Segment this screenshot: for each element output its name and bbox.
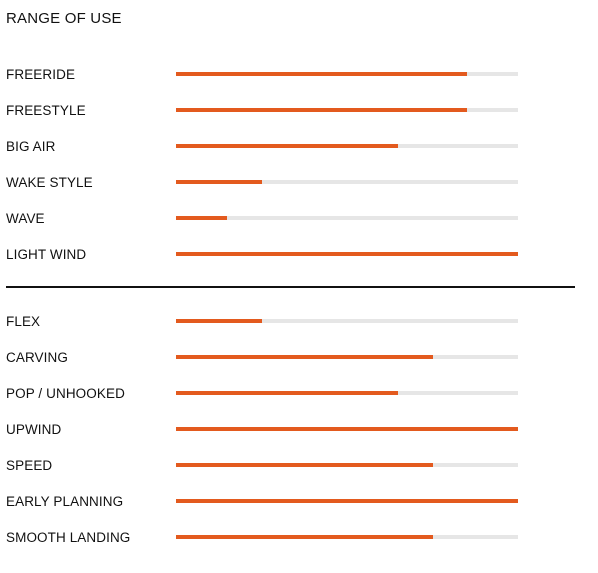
rating-label: WAVE (6, 211, 45, 226)
rating-row: FLEX (0, 304, 598, 340)
rating-label: EARLY PLANNING (6, 494, 124, 509)
rating-row: SPEED (0, 448, 598, 484)
rating-row: CARVING (0, 340, 598, 376)
rating-label: SPEED (6, 458, 53, 473)
rating-label: FLEX (6, 314, 41, 329)
rating-label: FREESTYLE (6, 103, 86, 118)
rating-bar (176, 72, 518, 76)
rating-bar (176, 252, 518, 256)
rating-bar (176, 463, 518, 467)
rating-bar (176, 499, 518, 503)
rating-row: WAVE (0, 201, 598, 237)
rating-row: POP / UNHOOKED (0, 376, 598, 412)
rating-bar (176, 427, 518, 431)
rating-label: POP / UNHOOKED (6, 386, 125, 401)
rating-bar-fill (176, 355, 433, 359)
rating-row: WAKE STYLE (0, 165, 598, 201)
rating-row: FREESTYLE (0, 93, 598, 129)
rating-label: SMOOTH LANDING (6, 530, 131, 545)
rating-row: FREERIDE (0, 57, 598, 93)
rating-bar-fill (176, 499, 518, 503)
rating-bar (176, 535, 518, 539)
characteristics-list: FLEX CARVING POP / UNHOOKED UPWIND SPEED… (0, 304, 598, 556)
rating-label: BIG AIR (6, 139, 56, 154)
rating-bar (176, 144, 518, 148)
section-divider (6, 286, 575, 288)
rating-bar-fill (176, 535, 433, 539)
rating-label: WAKE STYLE (6, 175, 93, 190)
rating-bar (176, 108, 518, 112)
rating-label: CARVING (6, 350, 68, 365)
rating-bar (176, 391, 518, 395)
rating-bar-fill (176, 108, 467, 112)
rating-row: UPWIND (0, 412, 598, 448)
rating-row: EARLY PLANNING (0, 484, 598, 520)
rating-row: LIGHT WIND (0, 237, 598, 273)
rating-bar (176, 355, 518, 359)
rating-bar-fill (176, 180, 262, 184)
rating-bar-fill (176, 252, 518, 256)
rating-bar-fill (176, 427, 518, 431)
rating-bar-fill (176, 144, 399, 148)
rating-bar (176, 319, 518, 323)
rating-bar-fill (176, 319, 262, 323)
rating-bar (176, 180, 518, 184)
range-of-use-list: FREERIDE FREESTYLE BIG AIR WAKE STYLE WA… (0, 57, 598, 273)
rating-bar-fill (176, 391, 399, 395)
rating-row: SMOOTH LANDING (0, 520, 598, 556)
rating-row: BIG AIR (0, 129, 598, 165)
rating-bar-fill (176, 463, 433, 467)
rating-bar-fill (176, 72, 467, 76)
rating-label: LIGHT WIND (6, 247, 87, 262)
rating-bar-fill (176, 216, 228, 220)
section-title: RANGE OF USE (6, 10, 122, 27)
rating-bar (176, 216, 518, 220)
rating-label: FREERIDE (6, 67, 76, 82)
rating-label: UPWIND (6, 422, 62, 437)
